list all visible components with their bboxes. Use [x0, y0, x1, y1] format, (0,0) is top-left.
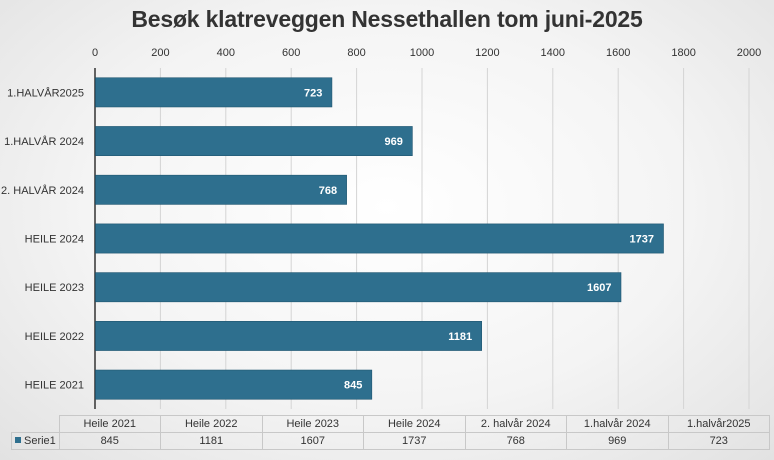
bar-chart: 0 200 400 600 800 1000 1200 1400 1600 1800 2000 1.…: [1, 47, 761, 409]
x-tick-label: 2000: [737, 47, 761, 59]
data-table-header-cell: Heile 2023: [261, 415, 364, 433]
x-tick-label: 800: [347, 47, 365, 59]
data-table-value-cell: 845: [58, 432, 161, 450]
x-tick-label: 400: [217, 47, 235, 59]
data-table-value-cell: 969: [566, 432, 669, 450]
data-table-value-cell: 1737: [363, 432, 466, 450]
x-tick-label: 0: [92, 47, 98, 59]
data-table-value-cell: 1607: [261, 432, 364, 450]
category-label: 2. HALVÅR 2024: [1, 184, 84, 197]
data-table-header-row: Heile 2021 Heile 2022 Heile 2023 Heile 2024…: [11, 415, 770, 433]
data-label: 1737: [630, 234, 654, 246]
bar: [95, 126, 413, 156]
data-table-corner: [11, 415, 60, 433]
legend-series-name: Serie1: [24, 435, 56, 447]
bar: [95, 223, 664, 254]
bar: [95, 321, 482, 351]
data-label: 969: [385, 136, 403, 148]
x-axis-ticks: 0 200 400 600 800 1000 1200 1400 1600 1800 2000: [92, 47, 761, 59]
bars: [95, 77, 664, 400]
bar: [95, 369, 373, 400]
data-table-value-row: Serie1 845 1181 1607 1737 768 969 723: [11, 432, 770, 450]
category-label: HEILE 2021: [25, 380, 84, 392]
y-axis-categories: 1.HALVÅR2025 1.HALVÅR 2024 2. HALVÅR 2024 H…: [1, 86, 84, 391]
category-label: HEILE 2024: [25, 234, 84, 246]
data-label: 723: [304, 87, 322, 99]
data-table-header-cell: Heile 2024: [363, 415, 466, 433]
x-tick-label: 200: [151, 47, 169, 59]
data-table-value-cell: 768: [464, 432, 567, 450]
bar: [95, 174, 347, 205]
x-tick-label: 1000: [410, 47, 434, 59]
data-table-header-cell: 2. halvår 2024: [464, 415, 567, 433]
category-label: 1.HALVÅR 2024: [4, 135, 84, 148]
x-tick-label: 600: [282, 47, 300, 59]
data-label: 768: [319, 185, 337, 197]
data-label: 1607: [587, 282, 611, 294]
legend-series-cell: Serie1: [11, 432, 60, 450]
data-table-value-cell: 723: [667, 432, 770, 450]
data-table-header-cell: Heile 2022: [160, 415, 263, 433]
bar: [95, 272, 622, 303]
x-tick-label: 1200: [475, 47, 499, 59]
data-table-value-cell: 1181: [160, 432, 263, 450]
data-label: 845: [344, 380, 362, 392]
chart-title: Besøk klatreveggen Nessethallen tom juni…: [131, 6, 643, 32]
category-label: 1.HALVÅR2025: [7, 86, 84, 99]
data-table-header-cell: 1.halvår2025: [667, 415, 770, 433]
category-label: HEILE 2023: [25, 282, 84, 294]
x-tick-label: 1400: [541, 47, 565, 59]
data-table: Heile 2021 Heile 2022 Heile 2023 Heile 2024…: [11, 415, 770, 450]
x-tick-label: 1600: [606, 47, 630, 59]
data-labels: 723 969 768 1737 1607 1181 845: [304, 87, 654, 391]
data-label: 1181: [448, 331, 472, 343]
category-label: HEILE 2022: [25, 331, 84, 343]
data-table-header-cell: 1.halvår 2024: [566, 415, 669, 433]
x-tick-label: 1800: [671, 47, 695, 59]
bar: [95, 77, 333, 108]
data-table-header-cell: Heile 2021: [58, 415, 161, 433]
legend-key-swatch: [15, 437, 21, 444]
